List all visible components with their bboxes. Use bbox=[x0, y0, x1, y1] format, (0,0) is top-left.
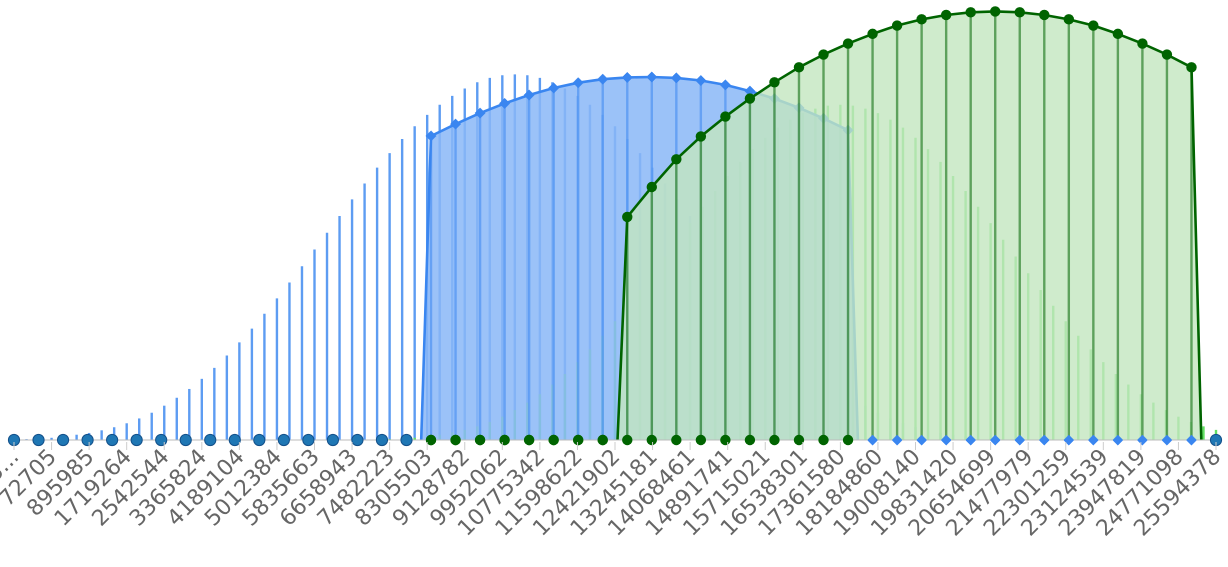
green-point bbox=[842, 38, 854, 49]
baseline-point bbox=[179, 433, 192, 447]
baseline-point bbox=[204, 433, 217, 447]
baseline-point bbox=[155, 433, 168, 447]
green-point bbox=[1039, 9, 1050, 21]
green-point bbox=[769, 77, 780, 88]
green-point bbox=[916, 14, 927, 25]
blue-point bbox=[695, 74, 707, 87]
baseline-point bbox=[253, 433, 266, 447]
baseline-point bbox=[106, 433, 119, 447]
green-point bbox=[1063, 14, 1075, 25]
blue-point bbox=[646, 71, 658, 83]
baseline-point bbox=[1161, 434, 1173, 446]
blue-point bbox=[548, 82, 560, 94]
baseline-point bbox=[1137, 434, 1148, 446]
baseline-point bbox=[940, 434, 952, 446]
green-area-fill bbox=[617, 11, 1202, 441]
green-point bbox=[1112, 28, 1124, 40]
blue-point bbox=[449, 118, 462, 130]
green-point bbox=[891, 20, 903, 31]
baseline-point bbox=[573, 434, 584, 446]
blue-point bbox=[621, 71, 633, 83]
green-point bbox=[695, 131, 707, 142]
baseline-point bbox=[277, 433, 290, 447]
baseline-point bbox=[548, 434, 559, 446]
green-point bbox=[867, 28, 878, 40]
baseline-point bbox=[130, 433, 143, 447]
x-axis bbox=[7, 433, 1223, 447]
baseline-point bbox=[744, 434, 756, 446]
baseline-point bbox=[375, 433, 389, 447]
baseline-point bbox=[867, 434, 878, 446]
baseline-point bbox=[916, 434, 927, 446]
baseline-point bbox=[818, 434, 829, 446]
baseline-point bbox=[1112, 434, 1124, 446]
blue-point bbox=[425, 130, 437, 142]
green-point bbox=[622, 211, 633, 223]
green-point bbox=[818, 49, 829, 60]
baseline-point bbox=[720, 434, 731, 446]
x-axis-tick-labels: -75...7270589598517192642542544336582441… bbox=[0, 445, 1226, 542]
baseline-point bbox=[228, 433, 241, 447]
blue-point bbox=[597, 73, 609, 85]
blue-point bbox=[572, 77, 584, 89]
green-area-series bbox=[8, 6, 1222, 446]
green-point bbox=[793, 62, 805, 73]
green-point bbox=[965, 7, 976, 18]
baseline-point bbox=[450, 434, 461, 446]
baseline-point bbox=[965, 434, 976, 446]
baseline-point bbox=[32, 433, 45, 447]
green-point bbox=[940, 9, 952, 21]
blue-point bbox=[523, 89, 535, 101]
green-point bbox=[720, 111, 731, 122]
green-point bbox=[671, 154, 682, 165]
blue-point bbox=[499, 97, 511, 109]
baseline-point bbox=[671, 434, 682, 446]
green-point bbox=[1161, 49, 1173, 60]
baseline-point bbox=[695, 434, 707, 446]
baseline-point bbox=[646, 434, 657, 446]
green-point bbox=[1088, 20, 1099, 31]
baseline-point bbox=[1088, 434, 1099, 446]
baseline-point bbox=[81, 433, 94, 447]
baseline-point bbox=[499, 434, 510, 446]
baseline-point bbox=[793, 434, 805, 446]
baseline-point bbox=[891, 434, 903, 446]
green-point bbox=[1186, 62, 1197, 73]
baseline-point bbox=[425, 434, 437, 446]
baseline-point bbox=[1014, 434, 1025, 446]
baseline-point bbox=[523, 434, 535, 446]
baseline-point bbox=[622, 434, 633, 446]
green-point bbox=[646, 181, 657, 193]
x-axis-ticks bbox=[13, 442, 1217, 450]
baseline-point bbox=[474, 434, 486, 446]
blue-point bbox=[474, 107, 486, 119]
green-point bbox=[990, 6, 1001, 17]
baseline-point bbox=[842, 434, 854, 446]
baseline-point bbox=[56, 433, 70, 447]
baseline-point bbox=[326, 433, 339, 447]
green-point bbox=[1137, 38, 1148, 49]
baseline-point bbox=[302, 433, 315, 447]
blue-point bbox=[670, 72, 682, 84]
baseline-point bbox=[597, 434, 608, 446]
baseline-point bbox=[1039, 434, 1050, 446]
green-point bbox=[1014, 7, 1025, 18]
green-point bbox=[744, 93, 756, 104]
baseline-point bbox=[990, 434, 1001, 446]
baseline-point bbox=[769, 434, 780, 446]
baseline-point bbox=[400, 433, 413, 447]
baseline-point bbox=[351, 433, 364, 447]
blue-point bbox=[719, 79, 731, 91]
baseline-point bbox=[1186, 434, 1197, 446]
